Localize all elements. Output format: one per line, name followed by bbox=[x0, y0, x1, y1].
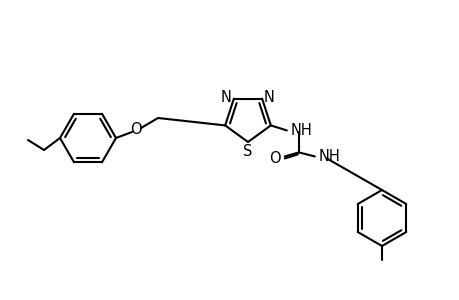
Text: O: O bbox=[269, 151, 280, 166]
Text: NH: NH bbox=[318, 149, 340, 164]
Text: N: N bbox=[263, 90, 274, 105]
Text: O: O bbox=[130, 122, 141, 137]
Text: NH: NH bbox=[290, 123, 312, 138]
Text: S: S bbox=[243, 144, 252, 159]
Text: N: N bbox=[220, 90, 231, 105]
